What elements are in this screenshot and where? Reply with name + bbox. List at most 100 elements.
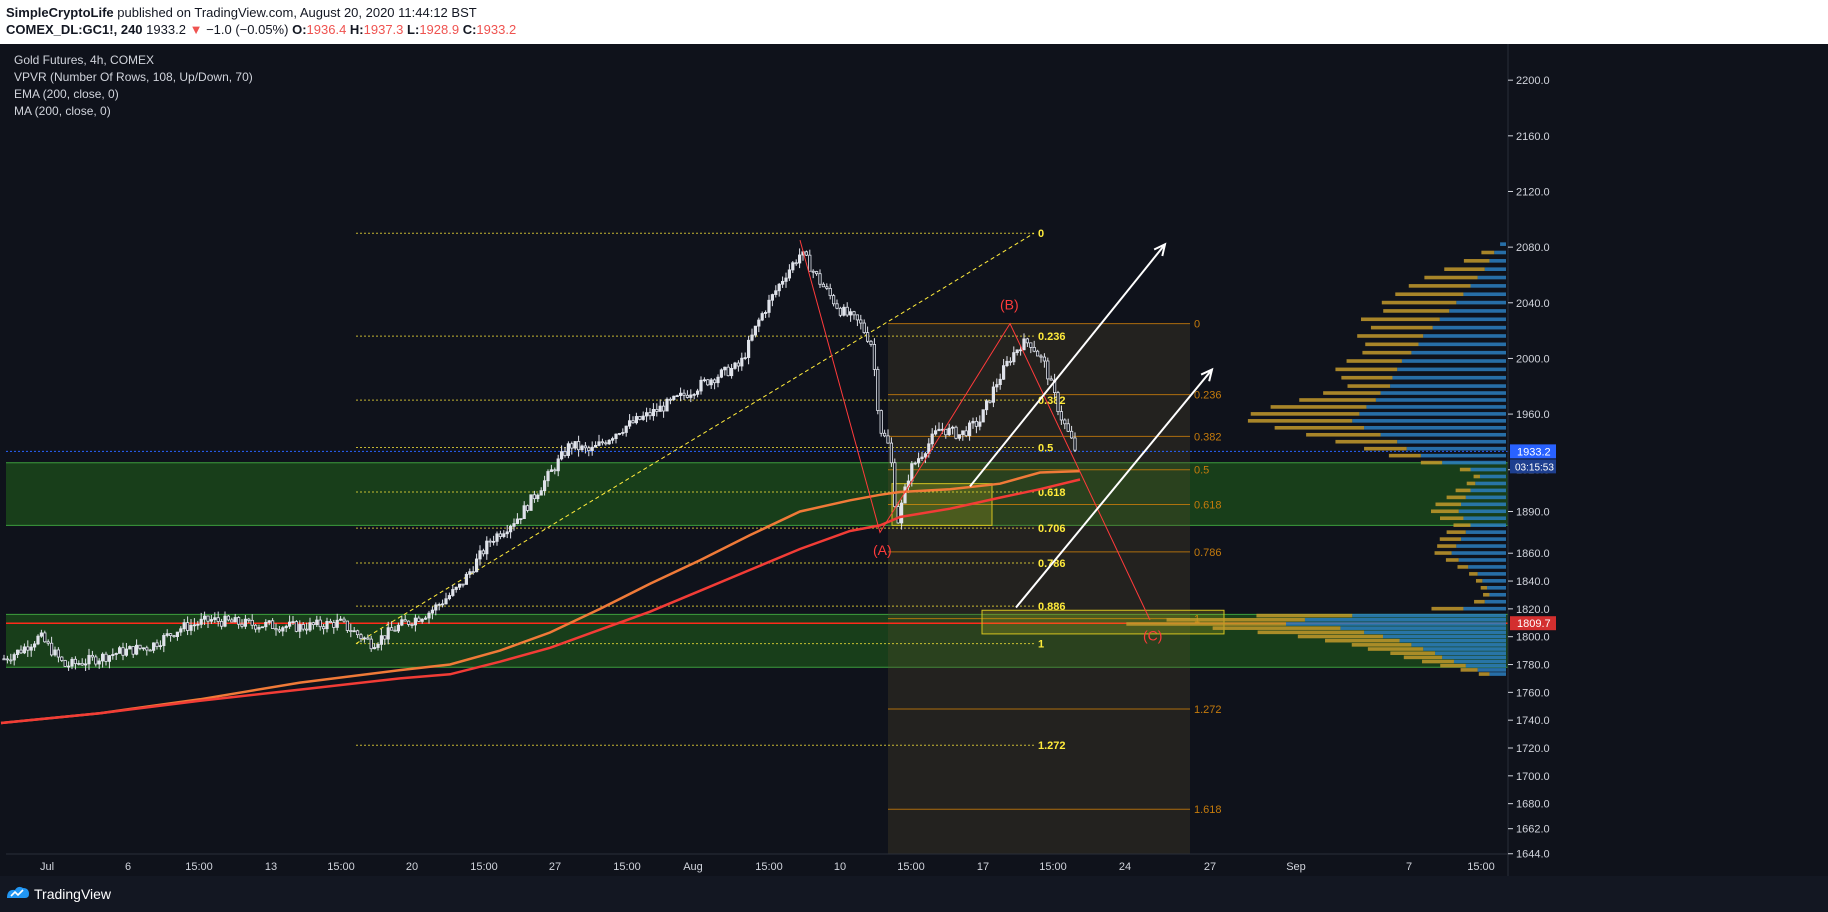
volume-profile-bar: [1442, 655, 1506, 660]
candle-body: [730, 368, 734, 377]
volume-profile-bar: [1440, 516, 1464, 521]
candle-body: [155, 642, 159, 647]
x-tick-label: 15:00: [327, 861, 355, 873]
candle-body: [199, 618, 203, 625]
candle-body: [522, 505, 526, 520]
volume-profile-bar: [1274, 426, 1365, 430]
candle-body: [553, 469, 557, 472]
candle-body: [107, 655, 111, 662]
x-tick-label: Sep: [1286, 861, 1306, 873]
candle-body: [529, 494, 533, 511]
y-tick-label: 1644.0: [1516, 849, 1550, 861]
target-price-tag: [1510, 616, 1556, 631]
candle-body: [526, 505, 530, 511]
candle-body: [393, 629, 397, 632]
volume-profile-bar: [1470, 488, 1506, 493]
legend-ma[interactable]: MA (200, close, 0): [14, 104, 111, 118]
candle-body: [464, 573, 469, 585]
candle-body: [471, 571, 475, 574]
volume-profile-bar: [1431, 606, 1464, 611]
candle-body: [583, 445, 588, 449]
volume-profile-bar: [1469, 572, 1478, 576]
candle-body: [838, 307, 843, 316]
candle-body: [362, 637, 367, 640]
author-name[interactable]: SimpleCryptoLife: [6, 5, 114, 20]
candle-body: [488, 540, 492, 543]
change-value: −1.0 (−0.05%): [206, 22, 289, 37]
candle-body: [60, 656, 64, 661]
candle-body: [767, 299, 771, 313]
legend-vpvr[interactable]: VPVR (Number Of Rows, 108, Up/Down, 70): [14, 70, 253, 84]
candle-body: [798, 254, 802, 264]
candle-body: [376, 643, 380, 648]
candle-body: [148, 649, 152, 652]
candle-body: [338, 618, 343, 621]
candle-body: [900, 502, 904, 524]
legend-title: Gold Futures, 4h, COMEX: [14, 53, 154, 67]
candle-body: [668, 398, 673, 401]
fib-ext-level-label: 1.272: [1194, 704, 1222, 716]
close-value: 1933.2: [476, 22, 517, 37]
candle-body: [495, 533, 499, 542]
candle-body: [872, 344, 877, 370]
x-tick-label: 15:00: [897, 861, 925, 873]
candle-body: [247, 618, 251, 621]
volume-profile-bar: [1366, 405, 1506, 409]
candle-body: [617, 433, 622, 435]
volume-profile-bar: [1352, 613, 1506, 618]
candle-body: [876, 369, 880, 411]
volume-profile-bar: [1420, 460, 1443, 465]
projection-arrow: [1015, 368, 1213, 609]
x-tick-label: 13: [265, 861, 277, 873]
price-chart[interactable]: 00.2360.3820.50.6180.7060.7860.88611.272…: [0, 44, 1828, 876]
candle-body: [342, 618, 346, 622]
candle-body: [321, 626, 326, 630]
tradingview-logo-icon[interactable]: [6, 885, 30, 901]
countdown-tag: [1510, 459, 1556, 474]
candle-body: [478, 550, 482, 560]
footer-brand[interactable]: TradingView: [34, 886, 112, 902]
volume-profile-bar: [1390, 651, 1436, 655]
candle-body: [736, 362, 741, 367]
volume-profile-bar: [1466, 481, 1476, 486]
candle-body: [138, 644, 142, 649]
volume-profile-bar: [1370, 325, 1433, 330]
ohlc-line: COMEX_DL:GC1!, 240 1933.2 ▼ −1.0 (−0.05%…: [6, 22, 516, 37]
ma-200-line: [0, 478, 1081, 725]
candle-body: [396, 624, 401, 632]
candle-body: [978, 421, 982, 427]
candle-body: [733, 362, 737, 369]
candle-body: [359, 634, 363, 640]
last-price-tag-label: 1933.2: [1517, 446, 1551, 458]
candle-body: [859, 319, 863, 324]
candle-body: [692, 393, 696, 396]
candle-body: [1066, 423, 1070, 432]
legend-ema[interactable]: EMA (200, close, 0): [14, 87, 119, 101]
candle-body: [410, 624, 414, 626]
volume-profile-bar: [1468, 565, 1506, 569]
y-tick-label: 1780.0: [1516, 660, 1550, 672]
candle-body: [600, 441, 605, 444]
candle-body: [434, 604, 438, 611]
candle-body: [46, 641, 50, 644]
volume-profile-bar: [1411, 643, 1506, 647]
candle-body: [1005, 360, 1009, 367]
candle-body: [230, 619, 234, 623]
volume-profile-bar: [1474, 599, 1485, 604]
candle-body: [179, 628, 183, 633]
ema-200-line: [0, 469, 1081, 725]
candle-body: [56, 649, 61, 658]
candle-body: [570, 443, 574, 449]
volume-profile-bar: [1403, 655, 1443, 660]
volume-profile-bar: [1439, 317, 1506, 322]
candle-body: [430, 609, 435, 614]
last-price-tag: [1510, 444, 1556, 459]
volume-profile-bar: [1461, 537, 1506, 541]
candle-body: [1032, 346, 1036, 352]
candle-body: [770, 294, 775, 301]
candle-body: [679, 392, 683, 397]
volume-profile-bar: [1304, 618, 1506, 622]
y-tick-label: 2120.0: [1516, 186, 1550, 198]
volume-profile-bar: [1431, 509, 1459, 514]
candle-body: [43, 632, 47, 643]
